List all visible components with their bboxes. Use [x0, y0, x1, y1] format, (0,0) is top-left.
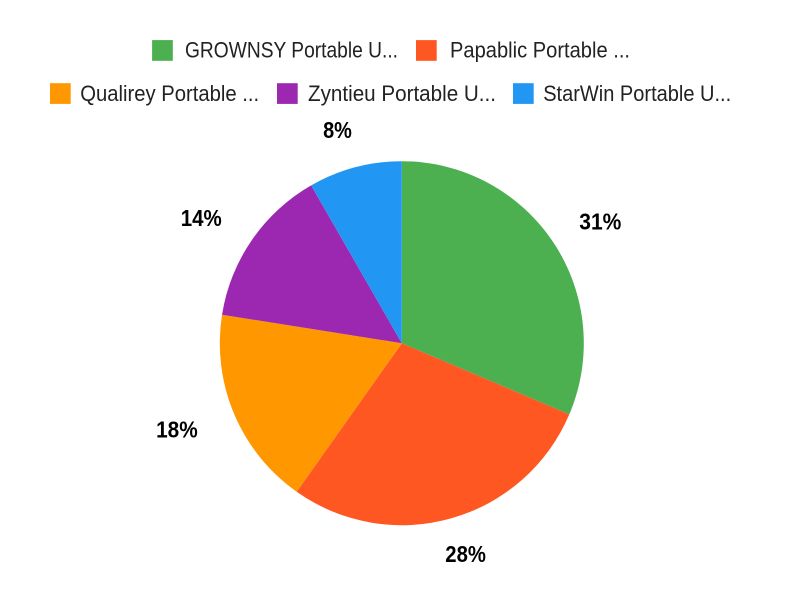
svg-text:18%: 18% [156, 416, 198, 442]
svg-text:8%: 8% [323, 117, 352, 143]
svg-text:Papablic Portable ...: Papablic Portable ... [450, 38, 630, 63]
svg-text:31%: 31% [579, 208, 621, 234]
svg-text:14%: 14% [181, 205, 222, 231]
svg-text:StarWin Portable U...: StarWin Portable U... [543, 81, 731, 106]
svg-text:28%: 28% [445, 541, 486, 567]
svg-text:Zyntieu Portable U...: Zyntieu Portable U... [308, 81, 496, 106]
svg-text:GROWNSY Portable U...: GROWNSY Portable U... [185, 38, 398, 63]
svg-text:Qualirey Portable ...: Qualirey Portable ... [80, 81, 259, 106]
